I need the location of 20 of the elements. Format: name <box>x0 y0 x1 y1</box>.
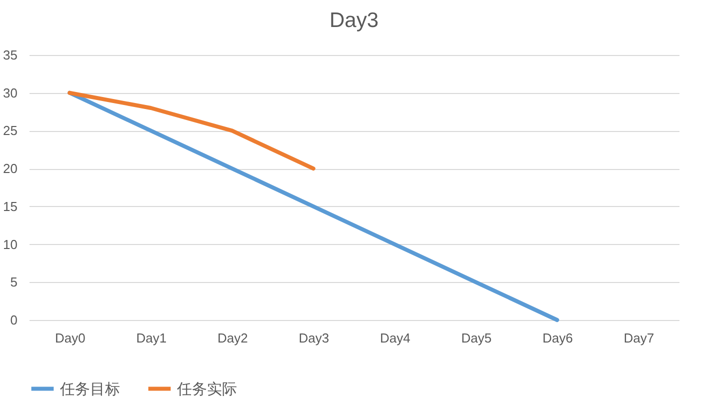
x-tick-label: Day2 <box>217 330 248 346</box>
x-tick-label: Day6 <box>542 330 573 346</box>
chart-title: Day3 <box>329 9 379 32</box>
y-tick-label: 25 <box>3 123 18 138</box>
x-tick-label: Day0 <box>54 330 86 346</box>
x-tick-label: Day5 <box>461 330 492 346</box>
x-tick-label: Day3 <box>298 330 330 346</box>
y-tick-label: 0 <box>10 312 18 328</box>
x-tick-label: Day7 <box>624 330 654 346</box>
y-tick-label: 15 <box>3 198 18 214</box>
x-tick-label: Day4 <box>380 330 410 346</box>
legend-label: 任务实际 <box>176 380 237 398</box>
y-tick-label: 5 <box>10 274 18 290</box>
y-tick-label: 20 <box>3 161 18 176</box>
legend-label: 任务目标 <box>59 380 120 398</box>
x-tick-label: Day1 <box>136 330 167 346</box>
y-tick-label: 10 <box>3 236 18 252</box>
line-series <box>68 90 316 171</box>
y-tick-label: 30 <box>3 85 18 100</box>
y-tick-label: 35 <box>3 48 18 62</box>
